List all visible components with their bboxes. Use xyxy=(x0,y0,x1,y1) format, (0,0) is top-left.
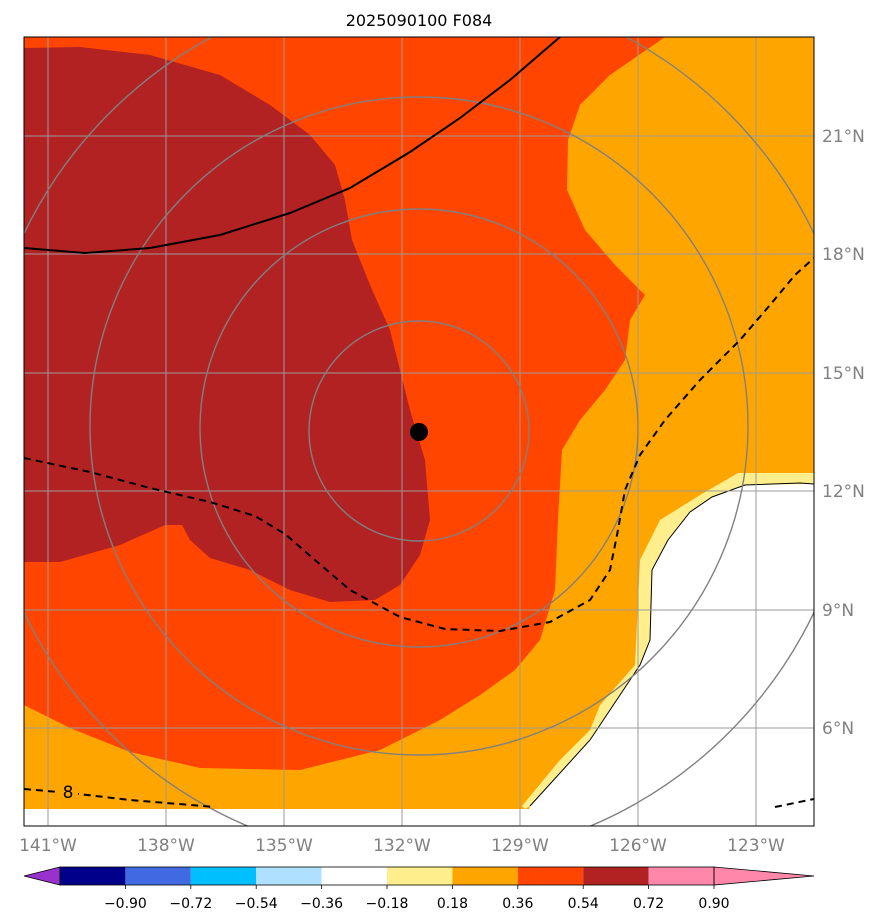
lat-label: 15°N xyxy=(822,364,865,384)
lon-label: 123°W xyxy=(727,836,785,856)
lon-label: 138°W xyxy=(137,836,195,856)
colorbar-extend-right xyxy=(713,866,815,886)
colorbar-segment xyxy=(125,867,191,885)
coastline xyxy=(529,482,814,807)
lon-label: 126°W xyxy=(609,836,667,856)
solid-contour xyxy=(24,37,561,255)
colorbar-segment xyxy=(452,867,518,885)
colorbar-tick-label: −0.36 xyxy=(300,896,343,912)
lat-label: 18°N xyxy=(822,245,865,265)
colorbar-tick-label: −0.72 xyxy=(169,896,212,912)
map-frame xyxy=(23,36,815,827)
contour-label-bg xyxy=(58,782,78,802)
lat-label: 12°N xyxy=(822,482,865,502)
colorbar-tick-label: −0.18 xyxy=(366,896,409,912)
colorbar-segment xyxy=(387,867,453,885)
lon-label: 132°W xyxy=(373,836,431,856)
fill-dark-red xyxy=(24,47,430,602)
range-ring xyxy=(199,208,639,648)
contour-label: 8 xyxy=(63,783,74,803)
colorbar: −0.90 −0.72 −0.54 −0.36 −0.18 0.18 0.36 … xyxy=(23,866,815,912)
colorbar-segment xyxy=(321,867,387,885)
lon-label: 129°W xyxy=(491,836,549,856)
lat-label: 9°N xyxy=(822,601,854,621)
lon-label: 141°W xyxy=(19,836,77,856)
dashed-contour-south xyxy=(24,788,216,808)
colorbar-segment xyxy=(60,867,126,885)
colorbar-tick-marks xyxy=(125,885,715,889)
colorbar-segment xyxy=(648,867,714,885)
lat-label: 21°N xyxy=(822,127,865,147)
colorbar-tick-label: 0.36 xyxy=(502,896,533,912)
range-ring xyxy=(89,96,749,756)
colorbar-tick-label: −0.54 xyxy=(235,896,278,912)
colorbar-tick-label: −0.90 xyxy=(104,896,147,912)
colorbar-segment xyxy=(517,867,584,885)
colorbar-tick-label: 0.54 xyxy=(568,896,599,912)
map-area: 8 xyxy=(24,37,814,826)
dashed-contour xyxy=(24,257,814,633)
latitude-labels: 21°N 18°N 15°N 12°N 9°N 6°N xyxy=(822,127,865,739)
map-title: 2025090100 F084 xyxy=(346,11,493,30)
colorbar-segment xyxy=(190,867,257,885)
land-area xyxy=(525,484,814,826)
colorbar-tick-label: 0.72 xyxy=(633,896,664,912)
colorbar-tick-label: 0.18 xyxy=(437,896,468,912)
lon-label: 135°W xyxy=(255,836,313,856)
colorbar-extend-left xyxy=(23,866,61,886)
colorbar-tick-label: 0.90 xyxy=(698,896,729,912)
range-rings xyxy=(24,37,814,826)
lat-label: 6°N xyxy=(822,719,854,739)
colorbar-segment xyxy=(256,867,322,885)
range-ring xyxy=(308,320,530,542)
longitude-labels: 141°W 138°W 135°W 132°W 129°W 126°W 123°… xyxy=(19,836,785,856)
dashed-contour-southeast xyxy=(774,798,814,808)
storm-center-marker xyxy=(410,423,428,441)
colorbar-segment xyxy=(583,867,649,885)
